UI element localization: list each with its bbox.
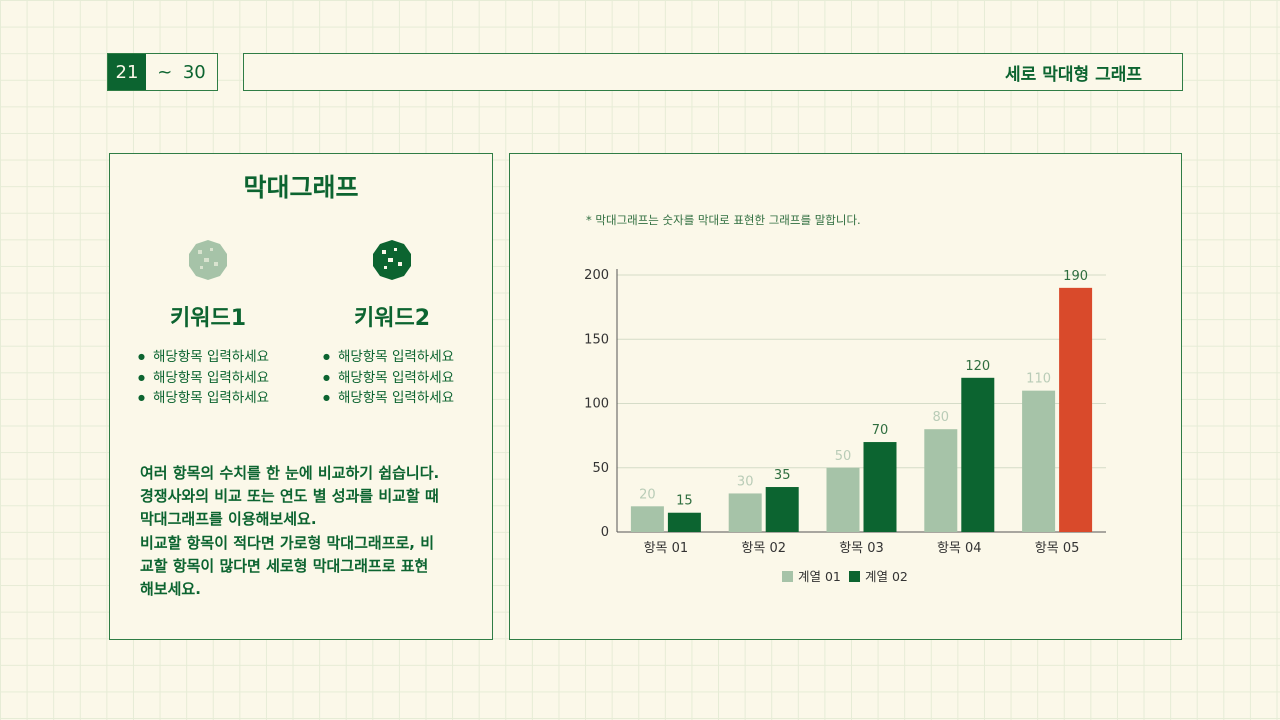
data-label: 20 [639,487,656,502]
x-tick-label: 항목 02 [741,541,786,556]
bar [1022,390,1056,532]
list-item: 해당항목 입력하세요 [138,388,269,409]
keyword-1: 키워드1 [118,238,298,332]
data-label: 80 [933,410,950,425]
bar [924,429,958,532]
y-tick-label: 0 [601,525,609,540]
description-line: 교할 항목이 많다면 세로형 막대그래프로 표현 [140,556,429,575]
x-tick-label: 항목 04 [937,541,982,556]
keyword-2-blob-icon [373,240,411,280]
bar [826,467,860,532]
bar [667,512,701,532]
legend-label: 계열 01 [798,569,841,584]
data-label: 35 [774,468,791,483]
list-item: 해당항목 입력하세요 [323,347,454,368]
y-tick-label: 100 [584,397,609,412]
keyword-2-list: 해당항목 입력하세요 해당항목 입력하세요 해당항목 입력하세요 [323,347,454,409]
chart-panel: * 막대그래프는 숫자를 막대로 표현한 그래프를 말합니다. 0 50 100 15… [509,153,1182,640]
bar [765,487,799,532]
legend-label: 계열 02 [865,569,908,584]
list-item: 해당항목 입력하세요 [323,368,454,389]
bar-chart: 0 50 100 150 200 20 15 항목 01 30 35 항목 02 50 70 항목 03 8… [584,268,1106,584]
data-label: 15 [676,494,693,509]
keyword-2: 키워드2 [302,238,482,332]
left-panel: 막대그래프 키워드1 키워드2 해당항목 입력하세요 해당항목 입력하세요 해당… [109,153,493,640]
x-tick-label: 항목 05 [1035,541,1080,556]
x-tick-label: 항목 01 [644,541,689,556]
page-end: 30 [182,61,206,83]
panel-title: 막대그래프 [243,173,359,202]
data-label: 190 [1063,269,1088,284]
keyword-1-title: 키워드1 [169,306,247,331]
x-tick-label: 항목 03 [839,541,884,556]
bar [728,493,762,532]
page-separator: ~ [157,61,173,83]
header-title-bar: 세로 막대형 그래프 [243,53,1183,91]
legend-swatch [782,571,793,582]
bar [630,506,664,532]
y-tick-label: 50 [592,461,609,476]
keyword-2-title: 키워드2 [353,306,431,331]
bar [961,377,995,532]
description-line: 해보세요. [140,580,201,599]
description-line: 경쟁사와의 비교 또는 연도 별 성과를 비교할 때 [140,487,439,506]
keyword-1-blob-icon [189,240,227,280]
data-label: 70 [872,423,889,438]
page-current: 21 [108,54,146,90]
y-tick-label: 150 [584,332,609,347]
keyword-1-list: 해당항목 입력하세요 해당항목 입력하세요 해당항목 입력하세요 [138,347,269,409]
legend-swatch [849,571,860,582]
description-line: 막대그래프를 이용해보세요. [140,510,317,529]
data-label: 50 [835,449,852,464]
description-line: 비교할 항목이 적다면 가로형 막대그래프로, 비 [140,533,435,552]
data-label: 30 [737,474,754,489]
chart-note: * 막대그래프는 숫자를 막대로 표현한 그래프를 말합니다. [586,213,861,227]
bar [863,442,897,532]
page-indicator: 21 ~ 30 [107,53,218,91]
data-label: 110 [1026,372,1051,387]
description: 여러 항목의 수치를 한 눈에 비교하기 쉽습니다. 경쟁사와의 비교 또는 연… [140,462,475,601]
data-label: 120 [965,359,990,374]
description-line: 여러 항목의 수치를 한 눈에 비교하기 쉽습니다. [140,464,440,482]
header-title: 세로 막대형 그래프 [1005,64,1142,85]
list-item: 해당항목 입력하세요 [138,368,269,389]
bar [1059,287,1093,532]
y-tick-label: 200 [584,268,609,283]
list-item: 해당항목 입력하세요 [138,347,269,368]
list-item: 해당항목 입력하세요 [323,388,454,409]
